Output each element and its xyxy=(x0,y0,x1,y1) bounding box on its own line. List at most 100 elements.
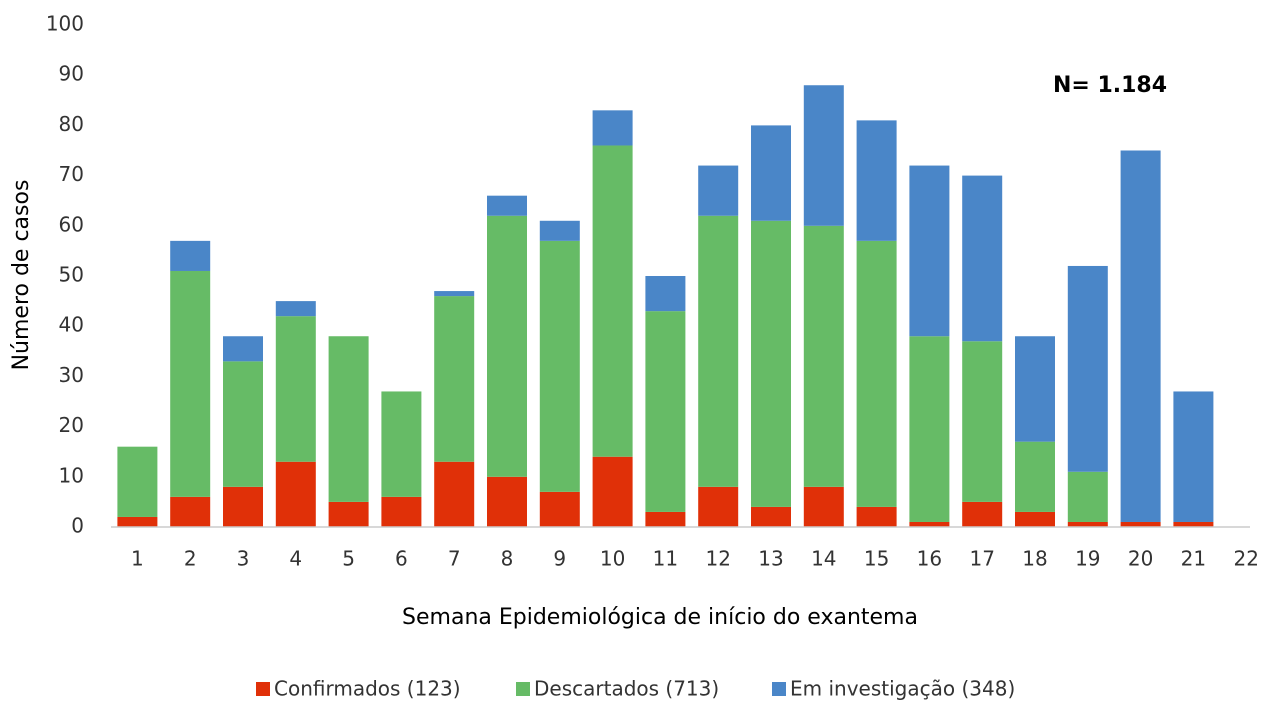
bar-segment xyxy=(223,361,263,487)
bar-segment xyxy=(1015,336,1055,442)
x-axis-label: Semana Epidemiológica de início do exant… xyxy=(402,605,918,630)
bar-segment xyxy=(487,215,527,477)
bar-segment xyxy=(1173,391,1214,522)
x-tick-label: 11 xyxy=(653,547,678,571)
bar-segment xyxy=(1173,521,1214,527)
x-tick-label: 12 xyxy=(705,547,730,571)
bar-segment xyxy=(962,341,1003,502)
bar-segment xyxy=(328,501,369,527)
bar-segment xyxy=(803,486,844,527)
bar-segment xyxy=(645,311,686,512)
bar-segment xyxy=(1067,521,1108,527)
bar-segment xyxy=(223,336,263,362)
x-tick-label: 13 xyxy=(758,547,783,571)
bar-segment xyxy=(487,195,527,216)
x-tick-label: 6 xyxy=(395,547,408,571)
bar-segment xyxy=(223,486,263,527)
bar-segment xyxy=(1015,441,1055,512)
bar-segment xyxy=(698,486,739,527)
y-axis-label: Número de casos xyxy=(9,180,34,371)
annotation: N= 1.184 xyxy=(1053,73,1167,98)
bar-segment xyxy=(1067,265,1108,472)
y-tick-label: 90 xyxy=(59,62,84,86)
y-tick-label: 0 xyxy=(71,514,84,538)
x-tick-label: 7 xyxy=(448,547,461,571)
bar-segment xyxy=(856,240,897,507)
x-tick-label: 15 xyxy=(864,547,889,571)
legend-label: Descartados (713) xyxy=(534,677,719,701)
x-tick-label: 5 xyxy=(342,547,355,571)
x-tick-label: 19 xyxy=(1075,547,1100,571)
bar-segment xyxy=(275,461,316,527)
bar-segment xyxy=(592,456,633,527)
bar-segment xyxy=(275,301,316,317)
bar-segment xyxy=(698,215,739,487)
bar-segment xyxy=(962,501,1003,527)
x-tick-label: 10 xyxy=(600,547,625,571)
y-tick-label: 60 xyxy=(59,212,84,236)
bar-segment xyxy=(117,516,158,527)
bar-segment xyxy=(170,270,211,497)
legend-swatch xyxy=(516,682,530,696)
bar-segment xyxy=(909,165,950,337)
bar-segment xyxy=(803,225,844,487)
x-tick-label: 14 xyxy=(811,547,836,571)
bar-segment xyxy=(381,391,422,497)
x-tick-label: 9 xyxy=(553,547,566,571)
bar-segment xyxy=(1015,511,1055,527)
bar-segment xyxy=(1067,471,1108,522)
bar-segment xyxy=(117,446,158,517)
y-tick-label: 10 xyxy=(59,463,84,487)
x-tick-label: 2 xyxy=(184,547,197,571)
y-tick-label: 100 xyxy=(46,12,84,36)
bar-segment xyxy=(962,175,1003,342)
x-tick-label: 8 xyxy=(501,547,514,571)
x-tick-label: 20 xyxy=(1128,547,1153,571)
y-tick-label: 20 xyxy=(59,413,84,437)
bar-segment xyxy=(751,125,791,221)
bar-segment xyxy=(328,336,369,502)
bar-segment xyxy=(487,476,527,527)
x-tick-label: 4 xyxy=(289,547,302,571)
bar-segment xyxy=(592,145,633,457)
bar-segment xyxy=(645,276,686,312)
x-tick-label: 16 xyxy=(917,547,942,571)
y-tick-label: 80 xyxy=(59,112,84,136)
bar-segment xyxy=(539,220,580,241)
bar-segment xyxy=(698,165,739,216)
bar-segment xyxy=(751,220,791,507)
bar-segment xyxy=(170,496,211,527)
bar-segment xyxy=(592,110,633,146)
bar-segment xyxy=(434,296,475,462)
legend-swatch xyxy=(256,682,270,696)
y-tick-label: 30 xyxy=(59,363,84,387)
bar-segment xyxy=(751,506,791,527)
legend-swatch xyxy=(772,682,786,696)
legend-label: Confirmados (123) xyxy=(274,677,461,701)
bar-segment xyxy=(1120,150,1161,522)
bar-segment xyxy=(909,336,950,522)
y-tick-label: 70 xyxy=(59,162,84,186)
bar-segment xyxy=(909,521,950,527)
bar-segment xyxy=(645,511,686,527)
bar-segment xyxy=(381,496,422,527)
bar-segment xyxy=(856,120,897,241)
bar-segment xyxy=(434,461,475,527)
x-tick-label: 21 xyxy=(1181,547,1206,571)
bar-segment xyxy=(539,491,580,527)
x-tick-label: 18 xyxy=(1022,547,1047,571)
bar-segment xyxy=(170,240,211,271)
x-tick-label: 3 xyxy=(237,547,250,571)
x-tick-label: 17 xyxy=(969,547,994,571)
y-tick-label: 50 xyxy=(59,263,84,287)
x-tick-label: 1 xyxy=(131,547,144,571)
bar-segment xyxy=(1120,521,1161,527)
y-tick-label: 40 xyxy=(59,313,84,337)
x-tick-label: 22 xyxy=(1233,547,1258,571)
bar-segment xyxy=(803,85,844,226)
bar-segment xyxy=(434,291,475,297)
bar-segment xyxy=(539,240,580,492)
bar-segment xyxy=(856,506,897,527)
bar-segment xyxy=(275,316,316,462)
